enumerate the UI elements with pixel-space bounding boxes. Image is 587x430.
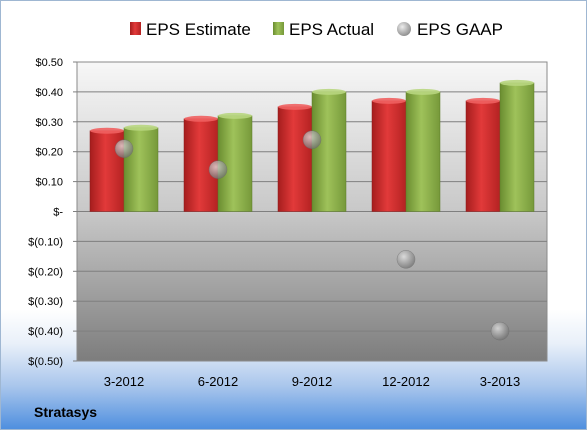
bar-eps-estimate [371,100,407,212]
x-axis-labels: 3-2012 6-2012 9-2012 12-2012 3-2013 [104,374,520,389]
y-tick-label: $0.10 [35,177,63,189]
y-tick-label: $0.20 [35,147,63,159]
bar-eps-estimate [277,106,313,212]
bar-eps-actual [405,91,441,212]
bar-cap-eps-estimate [372,97,406,104]
y-tick-label: $(0.50) [28,356,63,368]
y-tick-label: $(0.40) [28,326,63,338]
x-tick-label: 3-2012 [104,374,144,389]
bar-cap-eps-estimate [278,103,312,110]
y-tick-label: $(0.10) [28,236,63,248]
legend-swatch-eps-actual [273,22,284,35]
x-tick-label: 9-2012 [292,374,332,389]
bar-eps-actual [311,91,347,212]
bar-eps-actual [499,82,535,212]
y-tick-label: $(0.30) [28,296,63,308]
bar-cap-eps-actual [312,88,346,95]
x-tick-label: 6-2012 [198,374,238,389]
legend-label-eps-actual: EPS Actual [289,20,374,39]
bar-eps-estimate [465,100,501,212]
legend-swatch-eps-gaap [397,22,411,36]
bar-cap-eps-estimate [184,115,218,122]
marker-eps-gaap [114,139,134,158]
bar-cap-eps-actual [218,112,252,119]
gaap-markers [114,130,510,341]
marker-eps-gaap [302,130,322,149]
company-label: Stratasys [34,404,97,420]
marker-eps-gaap [396,250,416,269]
y-axis-ticks: $0.50 $0.40 $0.30 $0.20 $0.10 $- $(0.10) $(0.20… [28,57,77,368]
marker-eps-gaap [490,321,510,341]
marker-eps-gaap [208,160,228,179]
gridlines [77,91,547,332]
y-tick-label: $(0.20) [28,266,63,278]
bar-cap-eps-actual [124,124,158,131]
x-tick-label: 3-2013 [480,374,520,389]
y-tick-label: $0.50 [35,57,63,69]
legend-label-eps-gaap: EPS GAAP [417,20,503,39]
legend-swatch-eps-estimate [130,22,141,35]
bar-eps-actual [123,127,159,212]
bar-cap-eps-actual [500,79,534,86]
chart-legend: EPS Estimate EPS Actual EPS GAAP [130,20,503,39]
bar-cap-eps-estimate [90,127,124,134]
y-tick-label: $0.40 [35,87,63,99]
legend-label-eps-estimate: EPS Estimate [146,20,251,39]
y-tick-label: $0.30 [35,117,63,129]
x-tick-label: 12-2012 [382,374,430,389]
bar-cap-eps-actual [406,88,440,95]
y-tick-label: $- [53,207,63,219]
bar-cap-eps-estimate [466,97,500,104]
